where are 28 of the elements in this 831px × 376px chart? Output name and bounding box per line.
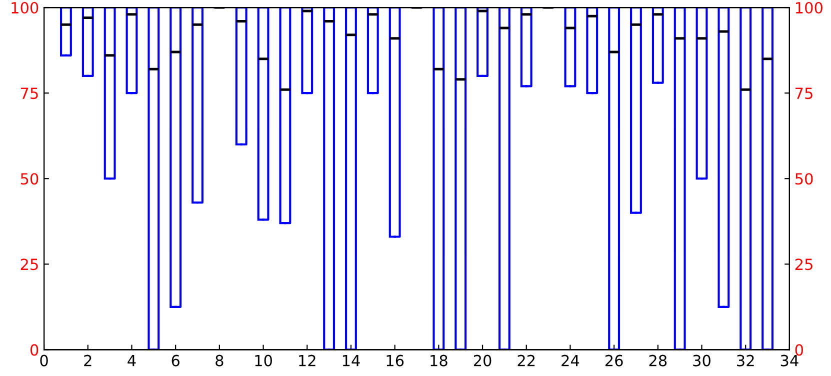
x-tick-label: 28 [649, 354, 667, 366]
y2-tick-label: 25 [795, 258, 812, 270]
x-tick-label: 12 [299, 354, 316, 366]
x-tick-label: 34 [780, 354, 798, 366]
x-tick-label: 4 [128, 355, 136, 366]
y-tick-label: 0 [30, 344, 38, 356]
x-tick-label: 20 [474, 354, 492, 366]
x-tick-label: 22 [518, 354, 535, 366]
x-tick-label: 0 [40, 354, 48, 366]
y2-tick-label: 100 [796, 2, 822, 14]
x-tick-label: 14 [342, 355, 360, 366]
y-tick-label: 100 [12, 2, 38, 14]
x-tick-label: 2 [84, 354, 92, 366]
y-tick-label: 75 [20, 88, 38, 100]
y2-tick-label: 50 [795, 173, 813, 185]
y2-tick-label: 75 [796, 88, 812, 100]
x-tick-label: 32 [737, 354, 754, 366]
y-tick-label: 50 [20, 173, 38, 185]
x-tick-label: 18 [430, 354, 448, 366]
x-tick-label: 8 [216, 354, 224, 366]
x-tick-label: 10 [255, 354, 272, 366]
x-tick-label: 26 [605, 354, 623, 366]
y-tick-label: 25 [20, 258, 38, 270]
x-tick-label: 16 [386, 354, 404, 366]
x-tick-label: 30 [693, 354, 710, 366]
y2-tick-label: 0 [795, 344, 804, 356]
x-tick-label: 24 [562, 354, 580, 366]
x-tick-label: 6 [172, 354, 180, 366]
